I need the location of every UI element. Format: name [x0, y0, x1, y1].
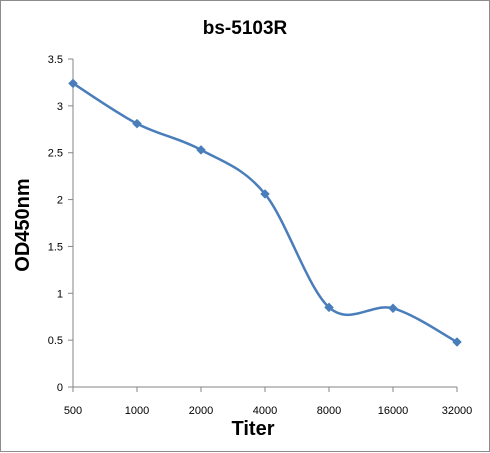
y-axis-label: OD450nm — [12, 178, 34, 271]
data-point-16000 — [388, 303, 398, 314]
chart-title: bs-5103R — [203, 18, 288, 39]
data-point-500 — [68, 78, 78, 89]
y-tick-label: 3 — [57, 101, 63, 113]
x-tick-label: 500 — [64, 405, 82, 417]
x-tick-label: 16000 — [378, 405, 409, 417]
data-point-32000 — [452, 337, 462, 347]
y-tick-label: 0.5 — [48, 335, 63, 347]
y-tick-label: 1.5 — [48, 241, 63, 253]
series-line — [72, 82, 458, 344]
y-tick-label: 3.5 — [48, 54, 63, 66]
x-tick-label: 2000 — [189, 405, 213, 417]
axes — [68, 58, 458, 392]
series-layer — [72, 82, 458, 344]
y-tick-label: 2 — [57, 195, 63, 207]
data-point-1000 — [132, 118, 142, 129]
x-tick-label: 1000 — [125, 405, 149, 417]
x-axis-label: Titer — [232, 418, 275, 440]
x-tick-labels: 500 1000 2000 4000 8000 16000 32000 — [64, 405, 472, 417]
y-tick-label: 0 — [57, 382, 63, 394]
y-tick-labels: 0 0.5 1 1.5 2 2.5 3 3.5 — [48, 54, 63, 394]
x-tick-label: 32000 — [442, 405, 473, 417]
y-tick-label: 2.5 — [48, 148, 63, 160]
data-point-2000 — [196, 145, 206, 155]
data-point-8000 — [324, 302, 334, 313]
y-tick-label: 1 — [57, 288, 63, 300]
marker-layer — [68, 78, 462, 347]
x-tick-label: 8000 — [317, 405, 341, 417]
x-tick-label: 4000 — [253, 405, 277, 417]
data-point-4000 — [260, 189, 270, 199]
